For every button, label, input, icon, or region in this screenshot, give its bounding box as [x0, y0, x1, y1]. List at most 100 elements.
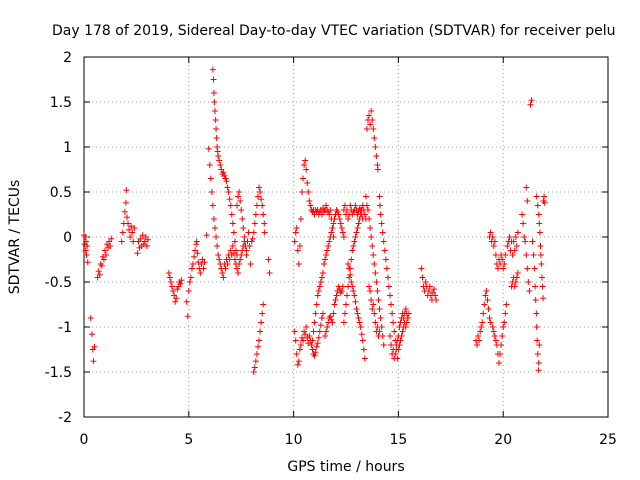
- data-point: [388, 342, 395, 348]
- data-point: [376, 306, 383, 312]
- data-point: [251, 364, 258, 371]
- x-tick-label: 10: [285, 432, 303, 448]
- data-point: [100, 256, 107, 263]
- data-point: [293, 351, 300, 357]
- data-point: [354, 310, 361, 317]
- data-point: [534, 351, 541, 357]
- y-tick-labels: -2 -1.5 -1 -0.5 0 0.5 1 1.5 2: [45, 50, 72, 426]
- data-point: [354, 225, 361, 231]
- data-point: [235, 270, 242, 276]
- data-point: [344, 292, 351, 299]
- data-point: [361, 355, 368, 362]
- data-point: [207, 175, 214, 182]
- data-point: [422, 279, 429, 285]
- data-point: [374, 288, 381, 294]
- data-point: [352, 234, 359, 240]
- data-point: [131, 225, 138, 231]
- data-point: [88, 331, 95, 338]
- data-point: [211, 99, 218, 105]
- data-point: [526, 288, 533, 294]
- data-point: [215, 252, 222, 258]
- data-point: [238, 252, 245, 258]
- data-point: [296, 346, 303, 353]
- data-point: [490, 243, 497, 249]
- data-point: [484, 297, 491, 303]
- data-point: [239, 216, 246, 222]
- data-point: [300, 337, 307, 344]
- data-point: [309, 346, 316, 353]
- data-point: [349, 211, 356, 218]
- data-point: [302, 157, 309, 164]
- data-point: [533, 324, 540, 330]
- data-point: [108, 235, 115, 242]
- data-point: [491, 238, 498, 245]
- data-point: [140, 241, 147, 248]
- data-point: [231, 256, 238, 263]
- data-point: [537, 243, 544, 249]
- data-point: [367, 225, 374, 231]
- data-point: [197, 270, 204, 276]
- data-point: [535, 211, 542, 218]
- data-point: [539, 283, 546, 290]
- data-point: [535, 360, 542, 366]
- data-point: [349, 247, 356, 254]
- data-point: [339, 229, 346, 236]
- data-point: [308, 342, 315, 348]
- data-point: [83, 252, 90, 258]
- data-point: [346, 265, 353, 272]
- data-point: [532, 283, 539, 290]
- data-point: [184, 313, 191, 320]
- data-point: [338, 288, 345, 294]
- data-point: [519, 211, 526, 218]
- data-point: [479, 319, 486, 326]
- data-point: [198, 261, 205, 267]
- data-point: [492, 252, 499, 258]
- data-point: [358, 331, 365, 338]
- data-point: [309, 337, 316, 344]
- data-point: [389, 310, 396, 317]
- data-point: [334, 208, 341, 215]
- data-point: [167, 279, 174, 285]
- data-point: [220, 169, 227, 176]
- data-point: [166, 274, 173, 281]
- data-point: [500, 265, 507, 272]
- data-point: [365, 207, 372, 213]
- data-point: [306, 198, 313, 204]
- data-point: [535, 367, 542, 374]
- data-point: [208, 189, 215, 195]
- data-point: [374, 166, 381, 173]
- data-point: [382, 256, 389, 263]
- data-point: [213, 126, 220, 132]
- data-point: [298, 334, 305, 341]
- data-point: [531, 265, 538, 272]
- data-point: [254, 343, 261, 350]
- data-point: [304, 180, 311, 186]
- data-point: [231, 238, 238, 245]
- data-point: [499, 333, 506, 339]
- data-point: [214, 243, 221, 249]
- data-point: [366, 283, 373, 290]
- data-point: [311, 352, 318, 359]
- y-tick-label: 1.5: [50, 95, 72, 111]
- data-point: [541, 199, 548, 206]
- data-point: [388, 301, 395, 308]
- data-point: [345, 216, 352, 222]
- data-point: [234, 202, 241, 209]
- data-point: [118, 238, 125, 245]
- data-point: [209, 66, 216, 73]
- data-point: [322, 333, 329, 339]
- data-point: [296, 243, 303, 249]
- data-point: [353, 306, 360, 312]
- data-point: [378, 220, 385, 227]
- data-point: [236, 261, 243, 267]
- data-point: [510, 238, 517, 245]
- data-point: [213, 135, 220, 141]
- data-point: [366, 112, 373, 119]
- data-point: [243, 252, 250, 258]
- data-point: [538, 261, 545, 267]
- data-point: [376, 328, 383, 335]
- data-point: [259, 310, 266, 317]
- data-point: [331, 216, 338, 222]
- data-point: [373, 279, 380, 285]
- data-point: [502, 252, 509, 258]
